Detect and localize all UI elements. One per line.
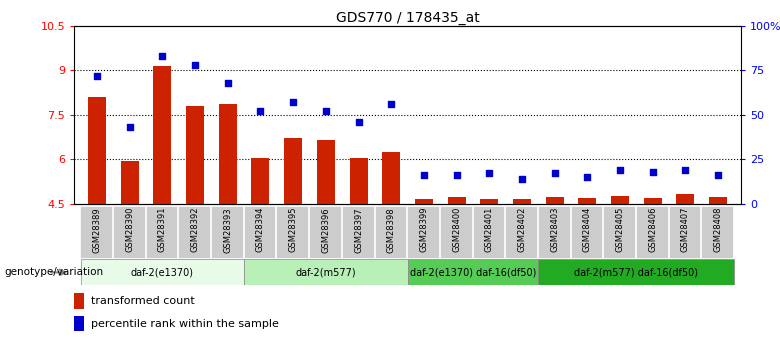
Text: GSM28392: GSM28392 bbox=[190, 207, 200, 253]
Bar bbox=[382, 152, 400, 204]
Bar bbox=[88, 97, 106, 204]
Point bbox=[287, 99, 300, 105]
Point bbox=[483, 170, 495, 176]
Bar bbox=[317, 140, 335, 204]
Point bbox=[516, 176, 528, 181]
Bar bbox=[571, 206, 602, 258]
Point bbox=[614, 167, 626, 172]
Text: percentile rank within the sample: percentile rank within the sample bbox=[90, 319, 278, 329]
Text: GSM28400: GSM28400 bbox=[452, 207, 461, 252]
Text: daf-2(m577): daf-2(m577) bbox=[296, 267, 356, 277]
Text: daf-2(e1370): daf-2(e1370) bbox=[131, 267, 194, 277]
Bar bbox=[146, 206, 177, 258]
Bar bbox=[276, 206, 308, 258]
Bar bbox=[546, 197, 564, 204]
Text: GSM28406: GSM28406 bbox=[648, 207, 658, 253]
Bar bbox=[701, 206, 733, 258]
Point bbox=[548, 170, 561, 176]
Text: GSM28407: GSM28407 bbox=[681, 207, 690, 253]
Bar bbox=[80, 206, 112, 258]
Text: GSM28398: GSM28398 bbox=[387, 207, 395, 253]
Point bbox=[320, 108, 332, 114]
Bar bbox=[309, 206, 341, 258]
Bar bbox=[538, 259, 735, 285]
Bar bbox=[480, 199, 498, 204]
Title: GDS770 / 178435_at: GDS770 / 178435_at bbox=[335, 11, 480, 25]
Bar bbox=[709, 197, 727, 204]
Text: GSM28393: GSM28393 bbox=[223, 207, 232, 253]
Bar bbox=[244, 259, 408, 285]
Bar bbox=[676, 194, 694, 204]
Text: GSM28402: GSM28402 bbox=[517, 207, 526, 252]
Bar bbox=[668, 206, 700, 258]
Bar bbox=[505, 206, 537, 258]
Text: GSM28391: GSM28391 bbox=[158, 207, 167, 253]
Bar bbox=[374, 206, 406, 258]
Bar bbox=[186, 106, 204, 204]
Bar bbox=[604, 206, 635, 258]
Bar bbox=[74, 293, 84, 309]
Bar bbox=[80, 259, 244, 285]
Text: GSM28399: GSM28399 bbox=[420, 207, 428, 253]
Point bbox=[222, 80, 234, 86]
Bar bbox=[244, 206, 275, 258]
Text: GSM28403: GSM28403 bbox=[550, 207, 559, 253]
Point bbox=[123, 125, 136, 130]
Point bbox=[353, 119, 365, 125]
Bar bbox=[349, 158, 367, 204]
Bar bbox=[408, 259, 538, 285]
Bar bbox=[448, 197, 466, 204]
Text: GSM28395: GSM28395 bbox=[289, 207, 298, 253]
Point bbox=[712, 172, 725, 178]
Point bbox=[417, 172, 430, 178]
Bar bbox=[578, 198, 597, 204]
Text: GSM28389: GSM28389 bbox=[93, 207, 101, 253]
Bar bbox=[440, 206, 472, 258]
Bar bbox=[611, 196, 629, 204]
Point bbox=[581, 174, 594, 180]
Bar bbox=[211, 206, 243, 258]
Bar bbox=[179, 206, 210, 258]
Bar bbox=[473, 206, 505, 258]
Bar bbox=[636, 206, 668, 258]
Bar bbox=[284, 138, 302, 204]
Text: GSM28408: GSM28408 bbox=[714, 207, 722, 253]
Point bbox=[156, 53, 168, 59]
Bar bbox=[121, 161, 139, 204]
Point bbox=[189, 62, 201, 68]
Point bbox=[254, 108, 267, 114]
Bar bbox=[407, 206, 439, 258]
Text: GSM28405: GSM28405 bbox=[615, 207, 625, 252]
Text: GSM28404: GSM28404 bbox=[583, 207, 592, 252]
Text: GSM28390: GSM28390 bbox=[125, 207, 134, 253]
Point bbox=[679, 167, 692, 172]
Bar bbox=[538, 206, 569, 258]
Bar bbox=[251, 158, 269, 204]
Bar bbox=[74, 316, 84, 331]
Point bbox=[90, 73, 103, 78]
Bar bbox=[415, 199, 433, 204]
Point bbox=[450, 172, 463, 178]
Bar bbox=[218, 104, 237, 204]
Text: GSM28397: GSM28397 bbox=[354, 207, 363, 253]
Text: daf-2(e1370) daf-16(df50): daf-2(e1370) daf-16(df50) bbox=[410, 267, 536, 277]
Text: genotype/variation: genotype/variation bbox=[4, 267, 103, 277]
Text: daf-2(m577) daf-16(df50): daf-2(m577) daf-16(df50) bbox=[574, 267, 698, 277]
Point bbox=[647, 169, 659, 174]
Bar bbox=[513, 199, 531, 204]
Text: transformed count: transformed count bbox=[90, 296, 194, 306]
Text: GSM28401: GSM28401 bbox=[485, 207, 494, 252]
Point bbox=[385, 101, 398, 107]
Bar bbox=[113, 206, 144, 258]
Bar bbox=[154, 66, 172, 204]
Text: GSM28396: GSM28396 bbox=[321, 207, 330, 253]
Bar bbox=[342, 206, 374, 258]
Bar bbox=[644, 198, 661, 204]
Text: GSM28394: GSM28394 bbox=[256, 207, 265, 253]
